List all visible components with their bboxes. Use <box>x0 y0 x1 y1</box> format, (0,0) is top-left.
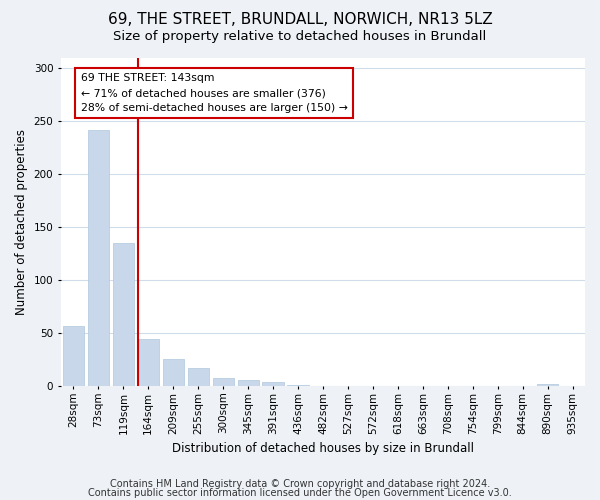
Bar <box>262 382 284 386</box>
Bar <box>212 378 234 386</box>
Text: Contains public sector information licensed under the Open Government Licence v3: Contains public sector information licen… <box>88 488 512 498</box>
Text: 69 THE STREET: 143sqm
← 71% of detached houses are smaller (376)
28% of semi-det: 69 THE STREET: 143sqm ← 71% of detached … <box>81 74 348 113</box>
Bar <box>238 380 259 386</box>
Bar <box>188 368 209 386</box>
Y-axis label: Number of detached properties: Number of detached properties <box>15 128 28 314</box>
Bar <box>163 360 184 386</box>
Bar <box>63 326 84 386</box>
Text: Contains HM Land Registry data © Crown copyright and database right 2024.: Contains HM Land Registry data © Crown c… <box>110 479 490 489</box>
Bar <box>537 384 558 386</box>
Bar <box>137 340 159 386</box>
Bar <box>287 385 308 386</box>
Bar <box>113 243 134 386</box>
X-axis label: Distribution of detached houses by size in Brundall: Distribution of detached houses by size … <box>172 442 474 455</box>
Text: Size of property relative to detached houses in Brundall: Size of property relative to detached ho… <box>113 30 487 43</box>
Text: 69, THE STREET, BRUNDALL, NORWICH, NR13 5LZ: 69, THE STREET, BRUNDALL, NORWICH, NR13 … <box>107 12 493 28</box>
Bar <box>88 130 109 386</box>
